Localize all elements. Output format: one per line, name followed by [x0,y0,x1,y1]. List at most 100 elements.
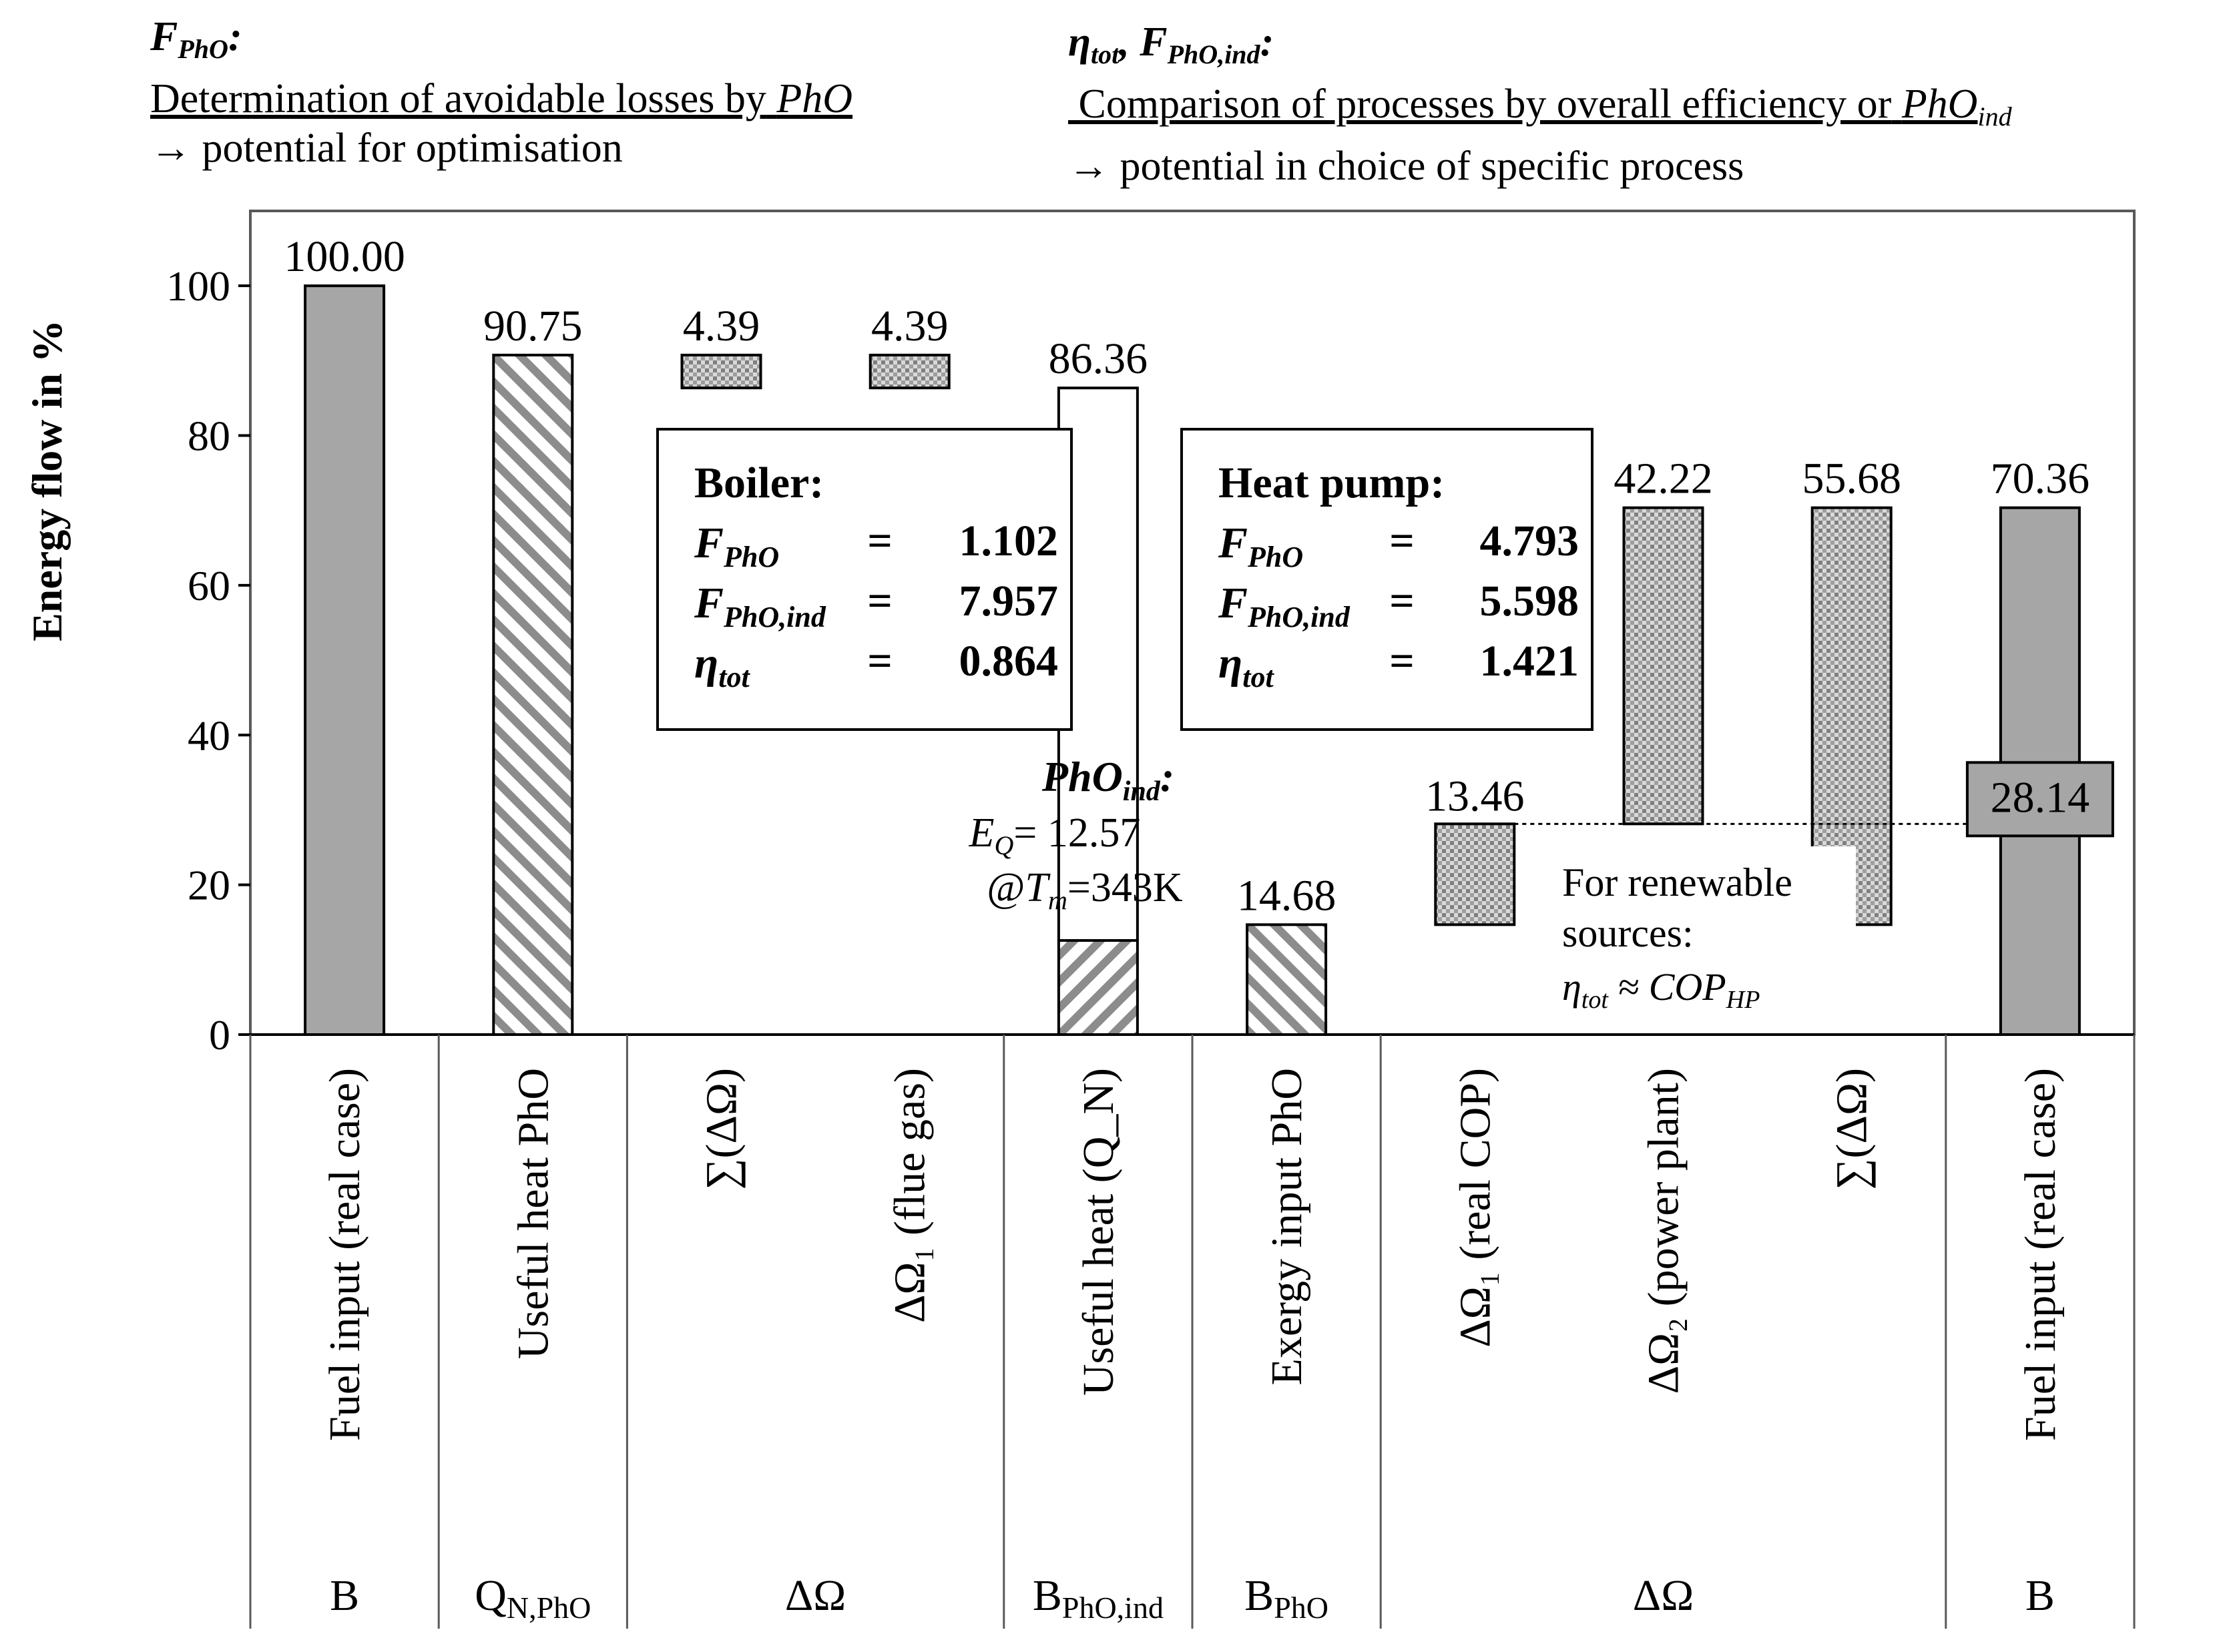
boiler-eq2: = [867,577,893,625]
bar-fuel1 [304,284,386,1037]
category-label-pp: ΔΩ₂ (power plant) [1640,1068,1688,1394]
y-axis-label: Energy flow in % [23,320,71,641]
category-label-cop: ΔΩ₁ (real COP) [1451,1068,1499,1348]
heat-pump-title: Heat pump: [1218,459,1445,507]
renewable-annotation: For renewable sources: ηtot ≈ COPHP [1549,846,1856,1027]
bars: 100.00 90.75 4.39 4.39 86.36 14.68 13.46 42.22 5… [284,232,2090,1037]
pho-ind-annotation: PhOind: EQ= 12.57 @Tm=343K [969,753,1183,915]
boiler-eq3: = [867,637,893,685]
category-label-fuel2: Fuel input (real case) [2016,1068,2065,1441]
category-label-sum1: ∑(ΔΩ) [698,1068,746,1190]
heat-pump-fphoind-value: 5.598 [1480,577,1579,625]
header-right-text-italic: PhO [1901,81,1978,127]
header-left-symbol-sub: PhO [178,34,228,64]
boiler-fpho-label: FPhO [694,519,779,573]
header-left: FPhO: Determination of avoidable losses … [150,12,852,173]
group-label: ΔΩ [785,1571,846,1620]
heat-pump-eta-value: 1.421 [1480,637,1579,685]
y-tick-label: 80 [188,412,230,460]
y-tick-label: 20 [188,862,230,909]
header-right-text: Comparison of processes by overall effic… [1078,81,1892,127]
category-label-sum2: ∑(ΔΩ) [1828,1068,1877,1190]
y-tick-label: 100 [166,262,230,310]
group-label: BPhO,ind [1033,1571,1164,1625]
group-label: ΔΩ [1633,1571,1694,1620]
value-label-flue: 4.39 [871,302,949,350]
group-label: B [2025,1571,2055,1620]
category-label-fuel1: Fuel input (real case) [320,1068,369,1441]
y-axis-ticks: 0 20 40 60 80 100 [166,262,250,1059]
header-right-symbol2-sub: PhO,ind [1167,39,1260,69]
value-label-sum1: 4.39 [683,302,760,350]
pho-ind-title: PhOind: [1041,753,1174,807]
marker-label: 28.14 [1991,773,2090,822]
boiler-title: Boiler: [694,459,824,507]
category-dividers [249,1035,2136,1629]
boiler-fpho-value: 1.102 [959,517,1059,565]
bar-pp [1622,506,1704,826]
pho-ind-title-sub: ind [1123,776,1161,807]
bar-useful_pho [492,353,574,1036]
header-right-symbol: η [1068,19,1091,65]
value-label-fuel1: 100.00 [284,232,405,281]
pho-ind-tm: @Tm=343K [987,865,1182,915]
renewable-line1: For renewable [1562,860,1792,904]
header-right: ηtot, FPhO,ind: Comparison of processes … [1068,17,2012,191]
category-label-useful_pho: Useful heat PhO [509,1068,557,1359]
header-left-text-italic: PhO [776,76,853,121]
value-label-fuel2: 70.36 [1991,455,2090,503]
pho-ind-title-main: PhO [1041,753,1123,800]
header-right-arrow: → potential in choice of specific proces… [1068,144,1744,189]
renewable-line2: sources: [1562,911,1694,955]
header-left-arrow: → potential for optimisation [150,125,623,171]
heat-pump-fpho-value: 4.793 [1480,517,1579,565]
boiler-fphoind-value: 7.957 [959,577,1059,625]
heat-pump-eq2: = [1389,577,1415,625]
header-left-symbol: F [150,14,178,59]
boiler-eq1: = [867,517,893,565]
y-tick-label: 0 [209,1011,230,1059]
group-label: BPhO [1244,1571,1328,1625]
bar-exergy [1246,923,1328,1037]
value-label-useful_pho: 90.75 [483,302,583,350]
value-label-useful_qn: 86.36 [1049,334,1148,383]
category-label-useful_qn: Useful heat (Q_N) [1074,1068,1123,1396]
renewable-formula-eta: η [1562,965,1581,1009]
bar-sum1 [680,353,762,390]
group-label: QN,PhO [475,1571,591,1625]
group-labels: B QN,PhO ΔΩ BPhO,ind BPhO ΔΩ B [330,1571,2055,1625]
renewable-formula: ηtot ≈ COPHP [1562,965,1760,1014]
renewable-formula-eta-sub: tot [1581,986,1610,1014]
marker-group: 28.14 [1965,761,2114,838]
boiler-eta-value: 0.864 [959,637,1059,685]
group-label: B [330,1571,359,1620]
renewable-backdrop [1549,846,1856,1027]
header-left-text: Determination of avoidable losses by [150,76,766,121]
heat-pump-box: Heat pump: FPhO = 4.793 FPhO,ind = 5.598… [1180,428,1593,731]
heat-pump-eq1: = [1389,517,1415,565]
pho-ind-tm-value: 343K [1091,865,1183,910]
bar-useful_qn-inner [1057,938,1139,1036]
header-right-symbol2: F [1140,19,1168,65]
renewable-formula-approx-sub: HP [1726,986,1760,1014]
value-label-exergy: 14.68 [1237,871,1336,920]
header-right-symbol-sub: tot [1091,39,1120,69]
category-label-flue: ΔΩ₁ (flue gas) [886,1068,935,1323]
header-right-text-italic-sub: ind [1977,101,2012,131]
value-label-pp: 42.22 [1614,455,1713,503]
heat-pump-eq3: = [1389,637,1415,685]
pho-ind-eq-value: 12.57 [1047,810,1141,856]
marker-label-box [1965,761,2114,838]
y-tick-label: 60 [188,562,230,609]
pho-ind-eq: EQ= 12.57 [969,810,1141,860]
boiler-box: Boiler: FPhO = 1.102 FPhO,ind = 7.957 ηt… [656,428,1073,731]
value-label-sum2: 55.68 [1802,455,1901,503]
category-labels: Fuel input (real case) Useful heat PhO ∑(Δ… [320,1068,2065,1441]
value-label-cop: 13.46 [1425,772,1525,820]
bar-cop [1434,822,1516,926]
category-label-exergy: Exergy input PhO [1262,1068,1311,1385]
renewable-formula-approx: ≈ COP [1618,965,1726,1009]
bar-flue [869,353,951,390]
y-tick-label: 40 [188,712,230,759]
